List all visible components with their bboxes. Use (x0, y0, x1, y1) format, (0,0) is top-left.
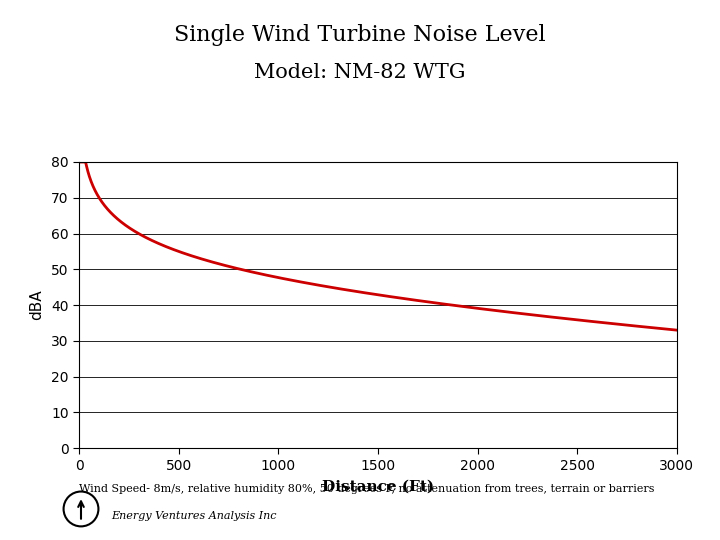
Text: Wind Speed- 8m/s, relative humidity 80%, 50 degrees F, no attenuation from trees: Wind Speed- 8m/s, relative humidity 80%,… (79, 484, 654, 494)
X-axis label: Distance (Ft): Distance (Ft) (322, 480, 434, 494)
Text: Single Wind Turbine Noise Level: Single Wind Turbine Noise Level (174, 24, 546, 46)
Text: Model: NM-82 WTG: Model: NM-82 WTG (254, 63, 466, 83)
Text: Energy Ventures Analysis Inc: Energy Ventures Analysis Inc (112, 511, 277, 521)
Y-axis label: dBA: dBA (30, 290, 44, 320)
